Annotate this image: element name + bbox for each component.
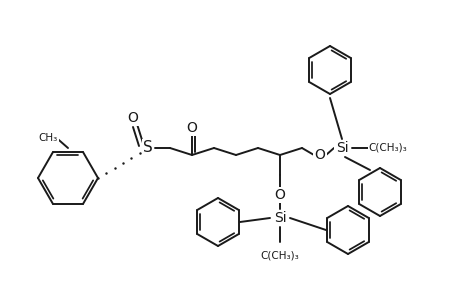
Text: Si: Si <box>335 141 347 155</box>
Text: C(CH₃)₃: C(CH₃)₃ <box>260 251 299 261</box>
Text: O: O <box>186 121 197 135</box>
Text: C(CH₃)₃: C(CH₃)₃ <box>368 143 407 153</box>
Text: CH₃: CH₃ <box>38 133 57 143</box>
Text: Si: Si <box>273 211 285 225</box>
Text: O: O <box>274 188 285 202</box>
Text: O: O <box>127 111 138 125</box>
Text: S: S <box>143 140 152 155</box>
Text: O: O <box>314 148 325 162</box>
